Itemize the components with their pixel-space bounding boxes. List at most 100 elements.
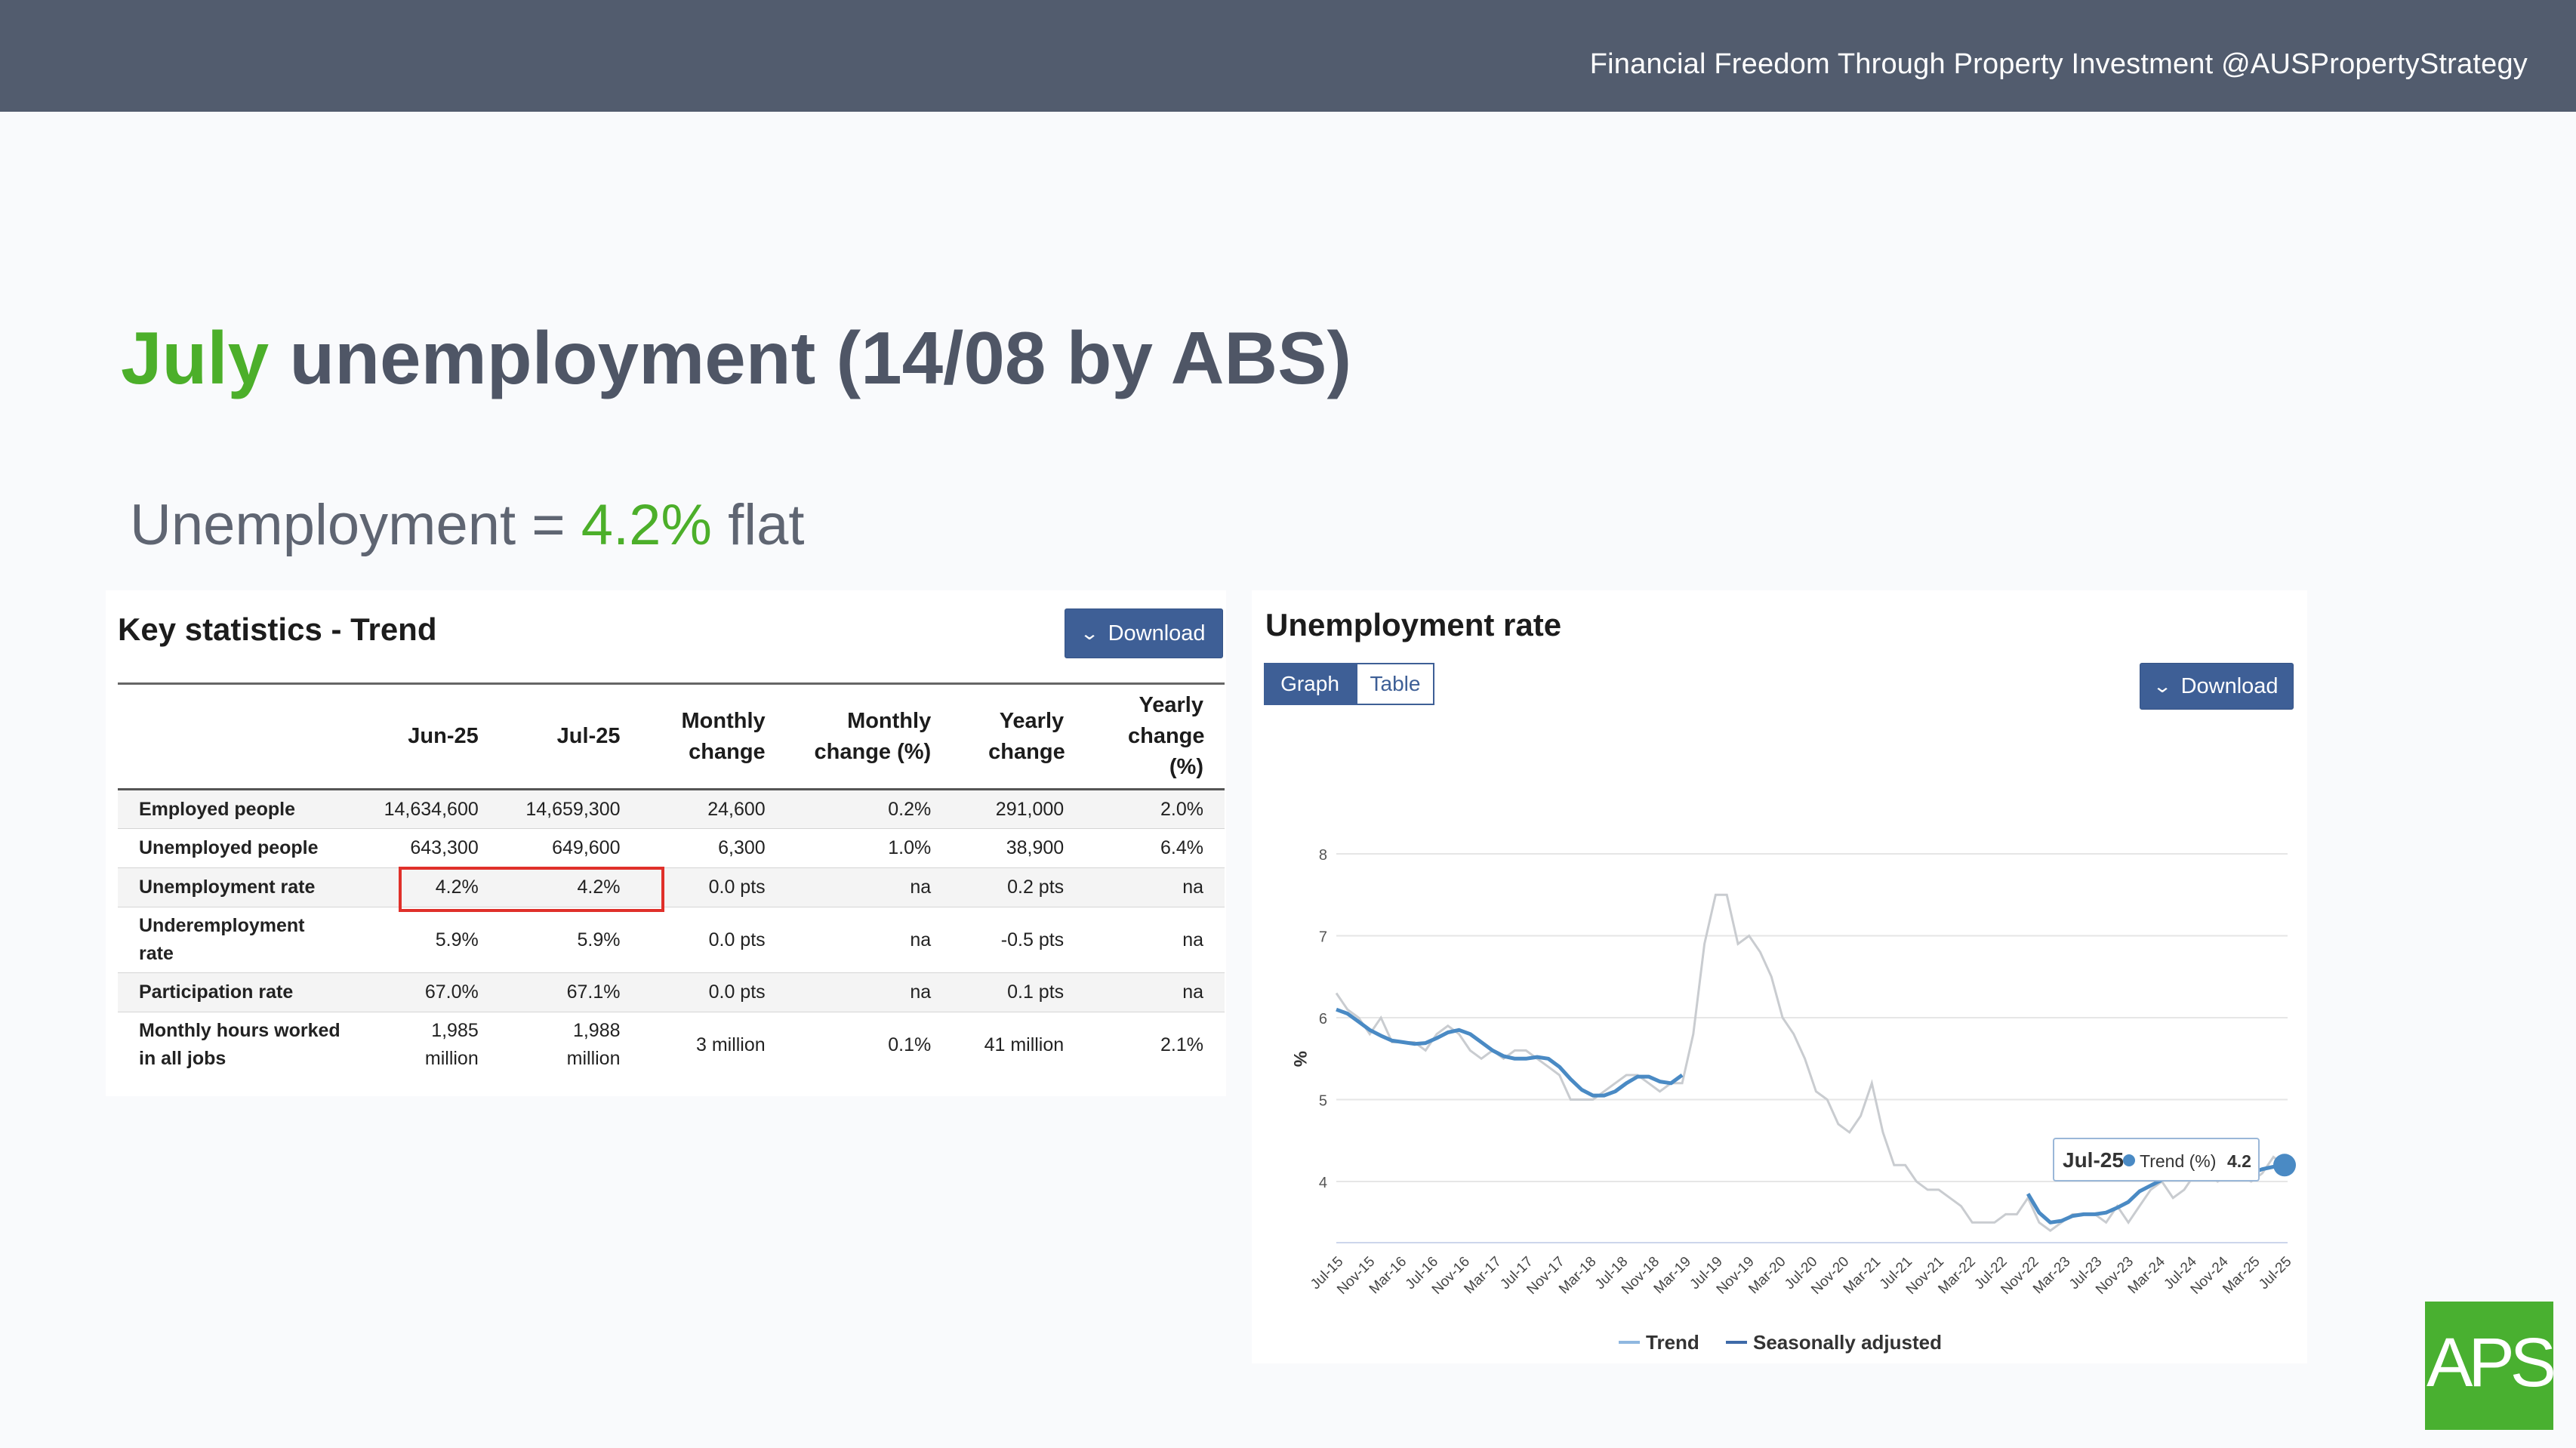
table-row: Unemployment rate 4.2% 4.2% 0.0 pts na 0… [118, 867, 1225, 907]
tooltip-box [2053, 1138, 2260, 1182]
key-statistics-table: Jun-25 Jul-25 Monthly change Monthly cha… [118, 682, 1225, 1077]
cell: 67.1% [566, 981, 621, 1003]
cell: na [910, 929, 932, 950]
cell: 38,900 [1006, 837, 1065, 858]
x-axis-ticks: Jul-15Nov-15Mar-16Jul-16Nov-16Mar-17Jul-… [1308, 1253, 2294, 1297]
chevron-down-icon: ⌄ [2152, 676, 2173, 697]
chart-legend: Trend Seasonally adjusted [1619, 1331, 1942, 1354]
unemployment-line-chart: 4 5 6 7 8 % Jul-15Nov-15Mar-16Jul-16Nov-16Ma… [1290, 847, 2296, 1354]
download-label: Download [2180, 673, 2279, 698]
header-jun25: Jun-25 [408, 724, 479, 748]
key-statistics-panel: Key statistics - Trend ⌄ Download Jun-25… [106, 590, 1226, 1096]
cell: 0.2% [888, 798, 932, 820]
chevron-down-icon: ⌄ [1080, 623, 1100, 644]
cell: na [1182, 981, 1203, 1003]
cell: 2.0% [1160, 798, 1203, 820]
subtitle-value: 4.2% [581, 493, 712, 557]
cell: 2.1% [1160, 1034, 1203, 1055]
cell: 14,634,600 [384, 798, 479, 820]
cell: 291,000 [995, 798, 1065, 820]
title-rest: unemployment (14/08 by ABS) [269, 316, 1352, 399]
cell: 0.0 pts [708, 981, 766, 1003]
y-tick-label: 8 [1319, 847, 1327, 864]
page-subtitle: Unemployment = 4.2% flat [130, 492, 804, 558]
trend-last-point [2273, 1154, 2296, 1177]
header-banner: Financial Freedom Through Property Inves… [0, 0, 2576, 112]
cell: 14,659,300 [525, 798, 621, 820]
cell: 6.4% [1160, 837, 1203, 858]
cell: -0.5 pts [1000, 929, 1065, 950]
tab-graph[interactable]: Graph [1264, 663, 1356, 705]
header-label [118, 684, 358, 790]
table-header-row: Jun-25 Jul-25 Monthly change Monthly cha… [118, 683, 1225, 790]
aps-logo-mark: APS [2427, 1324, 2553, 1401]
cell: 0.1% [888, 1034, 932, 1055]
cell: 5.9% [577, 929, 621, 950]
cell: 6,300 [718, 837, 766, 858]
cell: 41 million [984, 1034, 1065, 1055]
legend-seasonally-adjusted: Seasonally adjusted [1753, 1331, 1942, 1354]
subtitle-prefix: Unemployment = [130, 493, 581, 557]
y-axis-ticks: 4 5 6 7 8 [1319, 847, 1327, 1191]
y-tick-label: 4 [1319, 1175, 1327, 1191]
cell: 0.1 pts [1007, 981, 1065, 1003]
x-tick-label: Jul-25 [2256, 1254, 2294, 1292]
row-label: Participation rate [139, 981, 294, 1003]
table-row: Underemployment rate 5.9% 5.9% 0.0 pts n… [118, 907, 1225, 973]
series-line-trend [1336, 1007, 2285, 1225]
row-label: Employed people [139, 798, 295, 820]
row-label: Underemployment rate [139, 915, 305, 964]
table-row: Participation rate 67.0% 67.1% 0.0 pts n… [118, 972, 1225, 1012]
y-tick-label: 5 [1319, 1093, 1327, 1110]
cell: 649,600 [552, 837, 621, 858]
unemployment-rate-title: Unemployment rate [1265, 607, 1562, 642]
cell: na [910, 981, 932, 1003]
cell: na [1182, 929, 1203, 950]
y-tick-label: 7 [1319, 929, 1327, 946]
table-row: Unemployed people 643,300 649,600 6,300 … [118, 828, 1225, 868]
page-title: July unemployment (14/08 by ABS) [121, 316, 1351, 401]
cell: na [1182, 877, 1203, 898]
table-row: Employed people 14,634,600 14,659,300 24… [118, 789, 1225, 829]
header-yearly-change: Yearly change [988, 708, 1065, 764]
cell: 1,985 million [424, 1020, 479, 1069]
cell: 643,300 [410, 837, 479, 858]
cell: 3 million [695, 1034, 766, 1055]
aps-logo: APS [2425, 1302, 2553, 1430]
cell: 1.0% [888, 837, 932, 858]
header-monthly-change: Monthly change [681, 708, 766, 764]
download-label: Download [1108, 621, 1206, 645]
tooltip-series: Trend (%) [2140, 1151, 2216, 1171]
tooltip-date: Jul-25 [2063, 1148, 2124, 1172]
unemployment-rate-panel: Unemployment rate Graph Table ⌄ Download… [1252, 590, 2307, 1363]
key-stats-download-button[interactable]: ⌄ Download [1065, 608, 1223, 658]
cell: 24,600 [707, 798, 766, 820]
key-statistics-title: Key statistics - Trend [118, 612, 437, 647]
cell: 4.2% [577, 877, 621, 898]
y-tick-label: 6 [1319, 1011, 1327, 1027]
unemployment-rate-highlight-box [399, 867, 664, 912]
chart-tooltip: Jul-25 Trend (%) 4.2 [2053, 1138, 2260, 1182]
y-axis-label: % [1290, 1051, 1310, 1067]
banner-text: Financial Freedom Through Property Inves… [1589, 48, 2528, 80]
tooltip-value: 4.2 [2227, 1151, 2251, 1171]
cell: na [910, 877, 932, 898]
chart-download-button[interactable]: ⌄ Download [2140, 663, 2294, 710]
row-label: Monthly hours worked in all jobs [139, 1020, 340, 1069]
cell: 1,988 million [566, 1020, 621, 1069]
tab-table[interactable]: Table [1356, 663, 1434, 705]
chart-grid [1336, 853, 2288, 1243]
cell: 0.2 pts [1007, 877, 1065, 898]
row-label: Unemployment rate [139, 877, 316, 898]
title-highlight: July [121, 316, 270, 399]
cell: 4.2% [435, 877, 479, 898]
header-monthly-change-pct: Monthly change (%) [814, 708, 932, 764]
table-row: Monthly hours worked in all jobs 1,985 m… [118, 1012, 1225, 1078]
cell: 0.0 pts [708, 929, 766, 950]
legend-trend: Trend [1646, 1331, 1699, 1354]
header-jul25: Jul-25 [556, 724, 621, 748]
subtitle-suffix: flat [711, 493, 805, 557]
cell: 0.0 pts [708, 877, 766, 898]
cell: 67.0% [424, 981, 479, 1003]
aps-logo-text: APS [2427, 1324, 2553, 1401]
